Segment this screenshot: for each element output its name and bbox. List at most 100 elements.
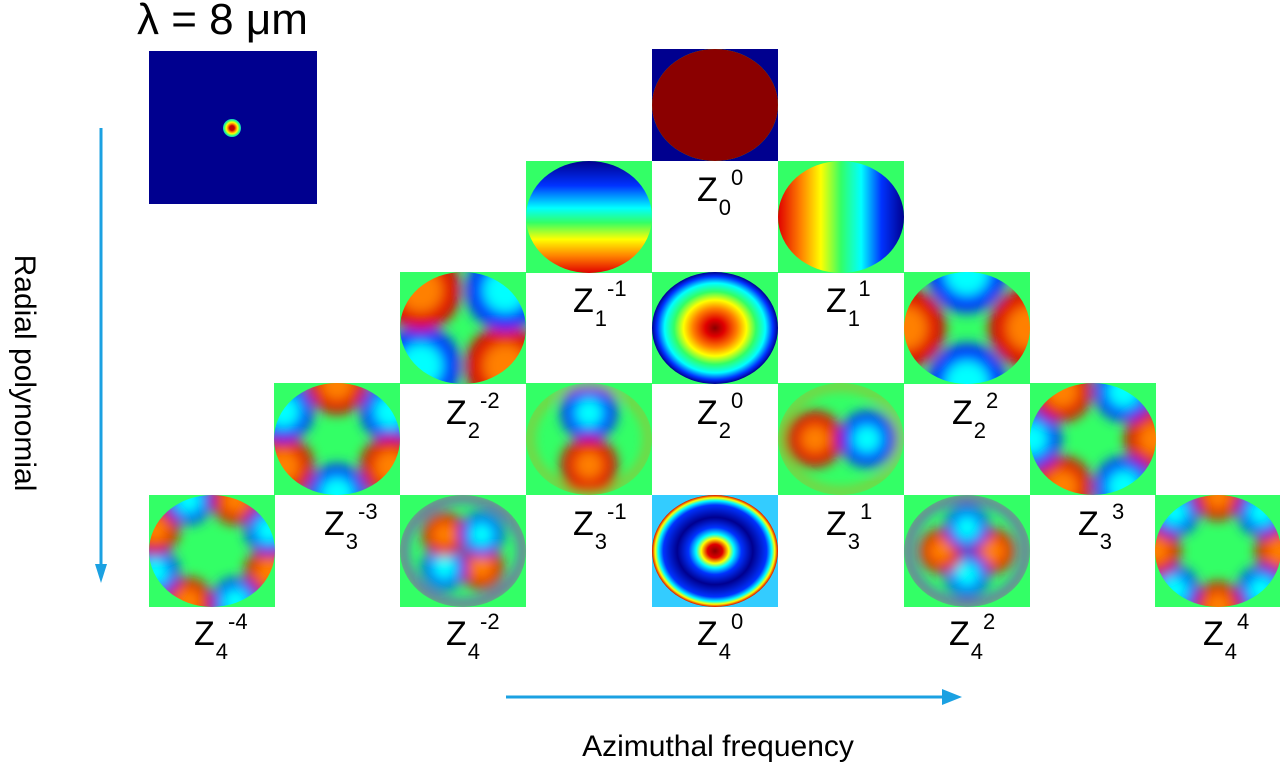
wavefront-lobe-halo — [255, 516, 275, 544]
zernike-label: Z3-1 — [573, 499, 627, 554]
wavefront-lobe-halo — [432, 522, 457, 547]
zernike-label: Z33 — [1078, 499, 1125, 554]
pupil-region — [526, 161, 652, 273]
pupil-region — [274, 383, 400, 495]
wavefront-lobe-halo — [432, 555, 457, 580]
zernike-mode-tile — [778, 383, 904, 495]
zernike-wavefront-plot — [400, 495, 526, 607]
wavefront-lobe-halo — [1161, 498, 1188, 526]
zernike-label: Z40 — [697, 609, 744, 664]
zernike-mode-tile — [274, 383, 400, 495]
zernike-wavefront-plot — [526, 383, 652, 495]
pupil-region — [149, 495, 275, 607]
pupil-region — [400, 495, 526, 607]
zernike-wavefront-plot — [652, 49, 778, 161]
zernike-wavefront-plot — [1155, 495, 1280, 607]
wavefront-lobe-halo — [575, 451, 603, 479]
psf-spot — [223, 119, 241, 137]
radial-polynomial-label: Radial polynomial — [8, 254, 41, 492]
point-spread-function-image — [149, 51, 317, 204]
zernike-mode-tile — [400, 272, 526, 384]
wavefront-lobe-halo — [222, 588, 249, 607]
wavefront-lobe-halo — [801, 425, 829, 453]
azimuthal-frequency-label: Azimuthal frequency — [582, 730, 854, 763]
wavefront-lobe-halo — [1006, 306, 1030, 350]
wavefront-lobe-halo — [175, 588, 202, 607]
wavelength-title: λ = 8 μm — [137, 0, 308, 44]
wavefront-lobe-halo — [149, 516, 169, 544]
zernike-mode-tile — [149, 495, 275, 607]
zernike-label: Z4-2 — [446, 609, 500, 664]
wavefront-lobe-halo — [320, 477, 354, 495]
zernike-label: Z44 — [1203, 609, 1250, 664]
radial-axis-arrow — [95, 128, 107, 583]
wavefront-lobe-halo — [928, 538, 953, 564]
pupil-region — [526, 383, 652, 495]
zernike-mode-tile — [1030, 383, 1156, 495]
wavefront-lobe-halo — [222, 495, 249, 514]
zernike-label: Z1-1 — [573, 276, 627, 331]
wavefront-lobe-halo — [255, 558, 275, 586]
zernike-label: Z4-4 — [194, 609, 248, 664]
zernike-mode-tile — [652, 495, 778, 607]
zernike-label: Z22 — [952, 388, 999, 443]
pupil-region — [778, 161, 904, 273]
pupil-region — [400, 272, 526, 384]
zernike-wavefront-plot — [778, 161, 904, 273]
azimuthal-axis-arrow — [506, 689, 962, 705]
pupil-region — [652, 495, 778, 607]
wavefront-lobe-halo — [1138, 422, 1156, 456]
zernike-mode-tile — [400, 495, 526, 607]
zernike-wavefront-plot — [526, 161, 652, 273]
wavefront-lobe-halo — [945, 272, 989, 296]
wavefront-lobe-halo — [575, 399, 603, 427]
wavefront-lobe-halo — [1248, 576, 1275, 604]
pupil-region — [778, 383, 904, 495]
pupil-region — [904, 272, 1030, 384]
wavefront-lobe-halo — [469, 522, 494, 547]
zernike-wavefront-plot — [778, 383, 904, 495]
zernike-mode-tile — [1155, 495, 1280, 607]
wavefront-lobe-halo — [954, 562, 980, 587]
wavefront-lobe-halo — [904, 306, 928, 350]
wavefront-lobe-halo — [175, 495, 202, 514]
wavefront-lobe-halo — [981, 538, 1006, 564]
wavefront-lobe-halo — [853, 425, 881, 453]
zernike-label: Z3-3 — [324, 499, 378, 554]
zernike-label: Z20 — [697, 388, 744, 443]
wavefront-lobe-halo — [320, 383, 354, 401]
zernike-label: Z2-2 — [446, 388, 500, 443]
zernike-label: Z42 — [949, 609, 996, 664]
wavefront-lobe-halo — [1161, 576, 1188, 604]
zernike-wavefront-plot — [149, 495, 275, 607]
zernike-mode-tile — [652, 272, 778, 384]
pupil-region — [652, 49, 778, 161]
zernike-label: Z11 — [826, 276, 871, 331]
zernike-wavefront-plot — [652, 495, 778, 607]
zernike-mode-tile — [652, 49, 778, 161]
pupil-region — [1155, 495, 1280, 607]
zernike-wavefront-plot — [274, 383, 400, 495]
zernike-mode-tile — [526, 161, 652, 273]
zernike-wavefront-plot — [400, 272, 526, 384]
wavefront-lobe-halo — [945, 360, 989, 384]
zernike-mode-tile — [526, 383, 652, 495]
wavefront-lobe-halo — [954, 515, 980, 540]
zernike-mode-tile — [904, 272, 1030, 384]
zernike-wavefront-plot — [904, 272, 1030, 384]
pupil-region — [904, 495, 1030, 607]
zernike-wavefront-plot — [1030, 383, 1156, 495]
wavefront-lobe-halo — [1155, 537, 1170, 565]
zernike-wavefront-plot — [904, 495, 1030, 607]
zernike-mode-tile — [778, 161, 904, 273]
wavefront-lobe-halo — [149, 558, 169, 586]
pupil-region — [1030, 383, 1156, 495]
wavefront-lobe-halo — [1248, 498, 1275, 526]
wavefront-lobe-halo — [1030, 422, 1048, 456]
wavefront-lobe-halo — [1204, 495, 1232, 510]
zernike-label: Z00 — [697, 165, 744, 220]
zernike-label: Z31 — [826, 499, 873, 554]
zernike-wavefront-plot — [652, 272, 778, 384]
wavefront-lobe-halo — [469, 555, 494, 580]
zernike-mode-tile — [904, 495, 1030, 607]
